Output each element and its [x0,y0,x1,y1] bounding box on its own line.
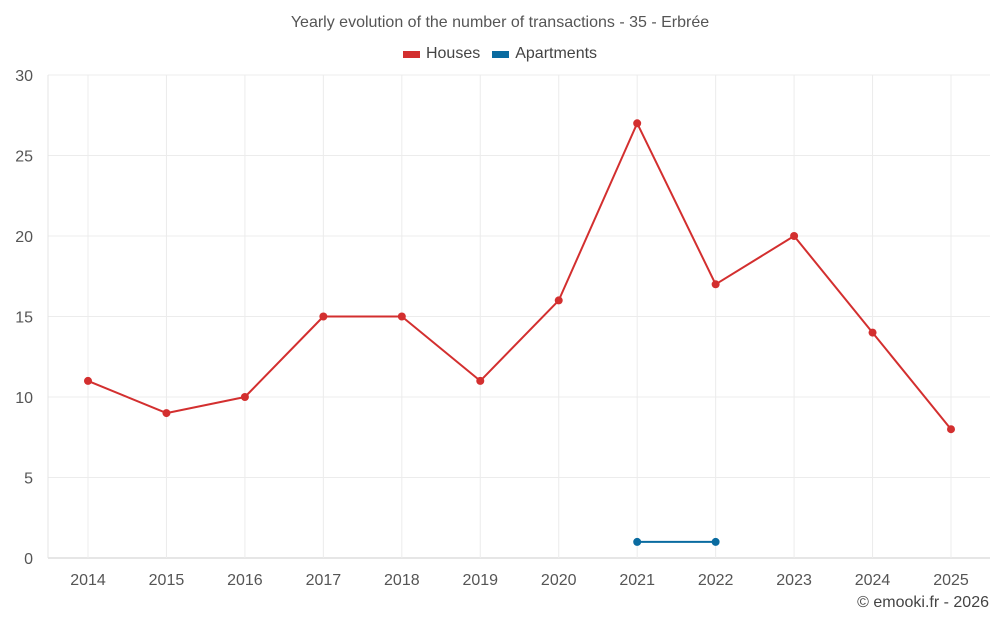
data-point-houses-2016 [240,393,249,401]
y-tick-label-5: 5 [24,471,33,488]
x-tick-label-2021: 2021 [619,572,655,589]
data-point-houses-2022 [711,280,720,289]
legend-swatch-houses [402,50,420,58]
series-line-houses [87,122,952,430]
x-tick-label-2023: 2023 [776,572,812,589]
legend-item-apartments[interactable]: Apartments [492,45,597,63]
x-tick-label-2017: 2017 [306,572,342,589]
chart-title: Yearly evolution of the number of transa… [290,14,710,31]
y-tick-label-25: 25 [15,149,33,166]
y-tick-label-15: 15 [15,310,33,327]
legend-label-houses: Houses [425,45,481,62]
data-point-houses-2020 [554,296,563,305]
copyright-footer: © emooki.fr - 2026 [857,594,989,611]
data-point-houses-2025 [947,425,955,434]
x-tick-label-2025: 2025 [933,572,969,589]
x-tick-label-2019: 2019 [462,572,498,589]
y-tick-label-0: 0 [24,551,33,568]
data-point-houses-2024 [868,328,877,337]
data-point-houses-2019 [476,376,485,385]
x-tick-label-2024: 2024 [855,572,891,589]
legend-item-houses[interactable]: Houses [402,45,481,63]
data-point-houses-2023 [790,232,799,240]
data-point-houses-2018 [397,312,406,321]
legend: Houses Apartments [0,45,1000,63]
data-point-apartments-2022 [711,537,720,546]
data-point-houses-2014 [84,376,92,385]
x-tick-label-2018: 2018 [384,572,420,589]
legend-swatch-apartments [492,50,510,58]
data-point-houses-2015 [162,409,171,418]
data-point-apartments-2021 [633,537,642,546]
y-tick-label-20: 20 [15,229,33,246]
y-tick-label-30: 30 [15,68,33,85]
x-tick-label-2016: 2016 [227,572,263,589]
x-tick-label-2022: 2022 [698,572,734,589]
x-tick-label-2014: 2014 [70,572,106,589]
data-point-houses-2021 [633,119,642,128]
y-tick-label-10: 10 [15,390,33,407]
x-tick-label-2020: 2020 [541,572,577,589]
data-point-houses-2017 [319,312,328,321]
legend-label-apartments: Apartments [515,45,598,62]
x-tick-label-2015: 2015 [149,572,185,589]
